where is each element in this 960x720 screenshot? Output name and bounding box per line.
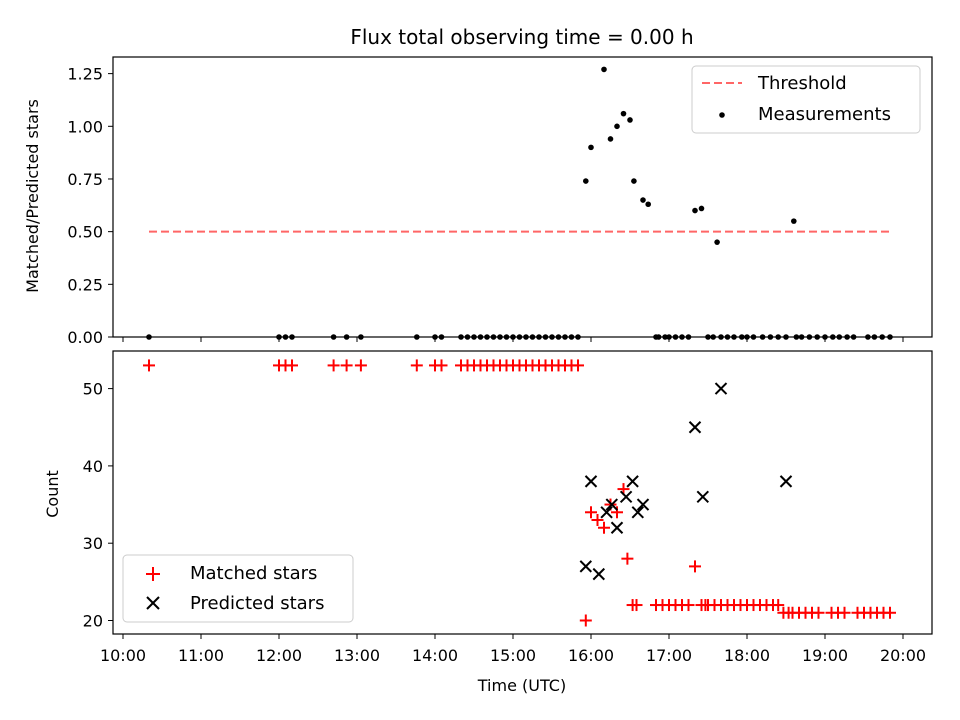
top-legend-box: [691, 65, 921, 134]
matched-star-point: [143, 359, 155, 372]
predicted-star-point: [626, 475, 639, 488]
bottom-x-tick-label: 11:00: [178, 646, 224, 665]
predicted-star-point: [619, 490, 633, 504]
matched-star-point: [591, 514, 604, 527]
measurement-point: [645, 201, 651, 208]
matched-star-point: [630, 599, 643, 612]
bottom-x-tick-label: 17:00: [646, 646, 692, 665]
matched-legend-label: Matched stars: [190, 563, 317, 584]
bottom-legend-box: [122, 554, 354, 623]
bottom-x-axis-label: Time (UTC): [477, 676, 566, 695]
matched-star-point: [689, 560, 701, 573]
measurement-point: [583, 178, 589, 184]
bottom-y-tick-label: 40: [83, 457, 103, 476]
measurement-point: [692, 207, 698, 214]
top-y-tick-label: 1.25: [67, 65, 103, 84]
matched-star-point: [838, 606, 851, 619]
measurement-point: [791, 218, 797, 224]
matched-star-point: [772, 599, 785, 612]
measurements-legend-label: Measurements: [758, 104, 891, 125]
predicted-star-point: [696, 490, 710, 504]
predicted-legend-swatch: [146, 596, 160, 610]
predicted-star-point: [605, 498, 619, 511]
bottom-x-tick-label: 13:00: [334, 646, 380, 665]
measurement-point: [601, 66, 607, 73]
measurements-legend-swatch: [719, 112, 725, 118]
top-y-axis: 0.00 0.25 0.50 0.75 1.00 1.25: [67, 65, 113, 347]
predicted-star-point: [631, 506, 645, 519]
bottom-x-tick-label: 18:00: [724, 646, 770, 665]
top-y-tick-label: 0.25: [67, 275, 103, 294]
bottom-x-axis: 10:00 11:00 12:00 13:00 14:00 15:00 16:00 17:00…: [100, 634, 926, 665]
top-y-tick-label: 0.00: [67, 328, 103, 347]
top-y-tick-label: 0.50: [67, 223, 103, 242]
bottom-x-tick-label: 19:00: [802, 646, 848, 665]
top-axes-frame: [112, 56, 933, 338]
matched-star-point: [884, 606, 896, 619]
bottom-x-tick-label: 14:00: [412, 646, 458, 665]
predicted-star-point: [779, 475, 793, 488]
top-y-tick-label: 0.75: [67, 170, 103, 189]
measurement-point: [588, 144, 594, 151]
top-chart-title: Flux total observing time = 0.00 h: [350, 25, 693, 49]
top-y-tick-label: 1.00: [67, 117, 103, 136]
bottom-x-tick-label: 20:00: [880, 646, 926, 665]
measurement-point: [614, 123, 620, 130]
bottom-y-tick-label: 20: [83, 612, 103, 631]
matched-star-point: [286, 359, 298, 372]
bottom-x-tick-label: 15:00: [490, 646, 536, 665]
predicted-star-point: [584, 475, 598, 488]
matched-star-point: [572, 359, 584, 372]
predicted-legend-label: Predicted stars: [190, 593, 324, 614]
bottom-axes-frame: [112, 350, 933, 635]
predicted-star-point: [688, 421, 702, 434]
top-legend: Threshold Measurements: [691, 65, 921, 134]
predicted-star-point: [610, 521, 624, 534]
top-panel: Flux total observing time = 0.00 h Match…: [23, 25, 933, 347]
measurement-point: [631, 178, 637, 184]
bottom-y-axis-label: Count: [43, 470, 62, 518]
matched-star-point: [611, 506, 623, 519]
bottom-panel: Count Time (UTC) 20 30 40 50 10:00 11:00 12:0…: [43, 350, 933, 695]
bottom-x-tick-label: 16:00: [568, 646, 614, 665]
measurement-point: [640, 197, 646, 203]
predicted-star-point: [714, 382, 728, 395]
bottom-y-tick-label: 30: [83, 534, 103, 553]
bottom-x-tick-label: 10:00: [100, 646, 146, 665]
matched-star-point: [812, 606, 825, 619]
matched-star-point: [410, 359, 423, 372]
threshold-legend-label: Threshold: [757, 73, 847, 94]
measurement-point: [714, 239, 720, 245]
matched-star-point: [327, 359, 340, 372]
bottom-x-tick-label: 12:00: [256, 646, 302, 665]
matched-star-point: [435, 359, 448, 372]
matched-star-point: [598, 521, 610, 534]
matched-star-point: [585, 506, 597, 519]
matched-star-point: [621, 552, 634, 565]
measurement-point: [620, 110, 627, 117]
matched-star-point: [682, 599, 695, 612]
predicted-star-point: [579, 560, 593, 573]
bottom-legend: Matched stars Predicted stars: [122, 554, 354, 623]
top-y-axis-label: Matched/Predicted stars: [23, 99, 42, 293]
bottom-plot-area: [143, 359, 896, 627]
measurement-point: [698, 205, 705, 212]
measurement-point: [607, 136, 614, 142]
matched-legend-swatch: [146, 567, 160, 581]
predicted-star-point: [592, 567, 606, 581]
predicted-star-point: [636, 498, 650, 511]
matched-star-point: [340, 359, 353, 372]
measurement-point: [627, 117, 633, 123]
matched-star-point: [354, 359, 367, 372]
bottom-y-tick-label: 50: [83, 380, 103, 399]
predicted-star-point: [600, 506, 613, 519]
bottom-y-axis: 20 30 40 50: [83, 380, 113, 631]
matched-star-point: [579, 614, 592, 627]
